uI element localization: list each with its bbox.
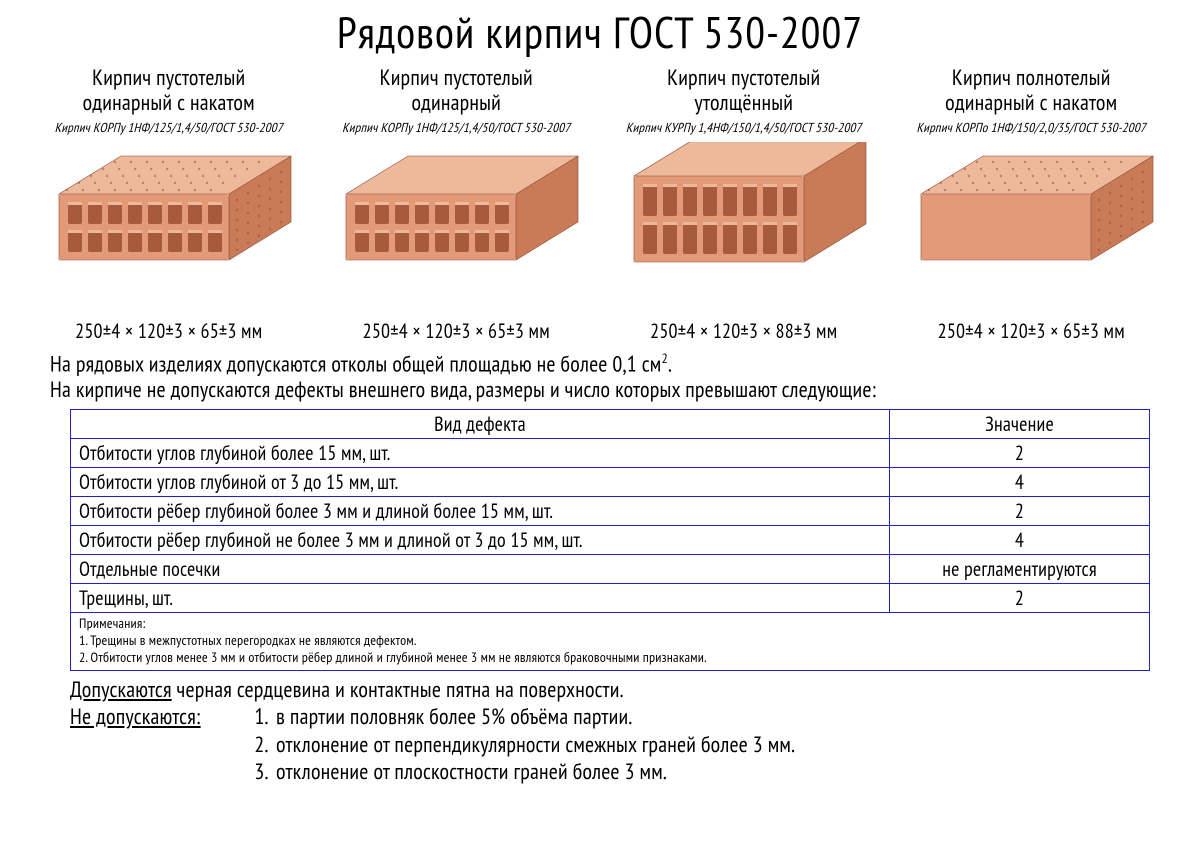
brick-icon xyxy=(893,142,1171,312)
cell-defect: Отдельные посечки xyxy=(71,555,890,584)
col-value: Значение xyxy=(890,410,1150,439)
brick-col: Кирпич пустотелый одинарный Кирпич КОРПу… xyxy=(318,67,596,344)
table-row: Отбитости рёбер глубиной более 3 мм и дл… xyxy=(71,497,1150,526)
allowed-label: Допускаются xyxy=(70,676,172,704)
cell-value: 4 xyxy=(890,526,1150,555)
brick-col: Кирпич пустотелый одинарный с накатом Ки… xyxy=(30,67,308,344)
bricks-row: Кирпич пустотелый одинарный с накатом Ки… xyxy=(30,67,1170,344)
brick-spec: Кирпич КОРПо 1НФ/150/2,0/35/ГОСТ 530-200… xyxy=(893,119,1171,136)
brick-title-1: Кирпич пустотелый xyxy=(605,67,883,90)
brick-title-2: утолщённый xyxy=(605,92,883,115)
brick-spec: Кирпич КОРПу 1НФ/125/1,4/50/ГОСТ 530-200… xyxy=(318,119,596,136)
bottom-notes: Допускаются черная сердцевина и контактн… xyxy=(70,677,1170,787)
cell-defect: Отбитости рёбер глубиной не более 3 мм и… xyxy=(71,526,890,555)
note2: На кирпиче не допускаются дефекты внешне… xyxy=(50,378,1170,403)
cell-defect: Отбитости рёбер глубиной более 3 мм и дл… xyxy=(71,497,890,526)
table-row: Отбитости углов глубиной от 3 до 15 мм, … xyxy=(71,468,1150,497)
brick-dim: 250±4 × 120±3 × 88±3 мм xyxy=(605,318,883,344)
brick-title-1: Кирпич полнотелый xyxy=(893,67,1171,90)
footnote-cell: Примечания:1. Трещины в межпустотных пер… xyxy=(71,613,1150,670)
allowed-text: черная сердцевина и контактные пятна на … xyxy=(172,676,624,704)
defects-table: Вид дефекта Значение Отбитости углов глу… xyxy=(70,409,1150,670)
cell-defect: Отбитости углов глубиной более 15 мм, шт… xyxy=(71,439,890,468)
table-row: Отбитости углов глубиной более 15 мм, шт… xyxy=(71,439,1150,468)
intro-notes: На рядовых изделиях допускаются отколы о… xyxy=(30,350,1170,403)
cell-value: 2 xyxy=(890,497,1150,526)
brick-dim: 250±4 × 120±3 × 65±3 мм xyxy=(318,318,596,344)
brick-spec: Кирпич КОРПу 1НФ/125/1,4/50/ГОСТ 530-200… xyxy=(30,119,308,136)
cell-value: 2 xyxy=(890,439,1150,468)
forbidden-list: в партии половняк более 5% объёма партии… xyxy=(250,704,795,787)
list-item: отклонение от перпендикулярности смежных… xyxy=(272,732,795,760)
brick-title-1: Кирпич пустотелый xyxy=(30,67,308,90)
table-footnotes: Примечания:1. Трещины в межпустотных пер… xyxy=(71,613,1150,670)
brick-icon xyxy=(318,142,596,312)
brick-dim: 250±4 × 120±3 × 65±3 мм xyxy=(30,318,308,344)
brick-title-2: одинарный xyxy=(318,92,596,115)
cell-defect: Трещины, шт. xyxy=(71,584,890,613)
brick-title-2: одинарный с накатом xyxy=(893,92,1171,115)
brick-col: Кирпич полнотелый одинарный с накатом Ки… xyxy=(893,67,1171,344)
table-row: Трещины, шт. 2 xyxy=(71,584,1150,613)
brick-icon xyxy=(30,142,308,312)
list-item: в партии половняк более 5% объёма партии… xyxy=(272,704,795,732)
note1-b: . xyxy=(668,351,672,379)
note1-a: На рядовых изделиях допускаются отколы о… xyxy=(50,351,661,379)
cell-value: 4 xyxy=(890,468,1150,497)
brick-icon xyxy=(605,142,883,312)
table-row: Отдельные посечки не регламентируются xyxy=(71,555,1150,584)
brick-dim: 250±4 × 120±3 × 65±3 мм xyxy=(893,318,1171,344)
cell-value: 2 xyxy=(890,584,1150,613)
col-defect: Вид дефекта xyxy=(71,410,890,439)
cell-value: не регламентируются xyxy=(890,555,1150,584)
brick-title-2: одинарный с накатом xyxy=(30,92,308,115)
cell-defect: Отбитости углов глубиной от 3 до 15 мм, … xyxy=(71,468,890,497)
table-row: Отбитости рёбер глубиной не более 3 мм и… xyxy=(71,526,1150,555)
brick-title-1: Кирпич пустотелый xyxy=(318,67,596,90)
page-title: Рядовой кирпич ГОСТ 530-2007 xyxy=(30,4,1170,61)
list-item: отклонение от плоскостности граней более… xyxy=(272,759,795,787)
brick-spec: Кирпич КУРПу 1,4НФ/150/1,4/50/ГОСТ 530-2… xyxy=(605,119,883,136)
defects-tbody: Отбитости углов глубиной более 15 мм, шт… xyxy=(71,439,1150,670)
forbidden-label: Не допускаются: xyxy=(70,703,201,731)
brick-col: Кирпич пустотелый утолщённый Кирпич КУРП… xyxy=(605,67,883,344)
